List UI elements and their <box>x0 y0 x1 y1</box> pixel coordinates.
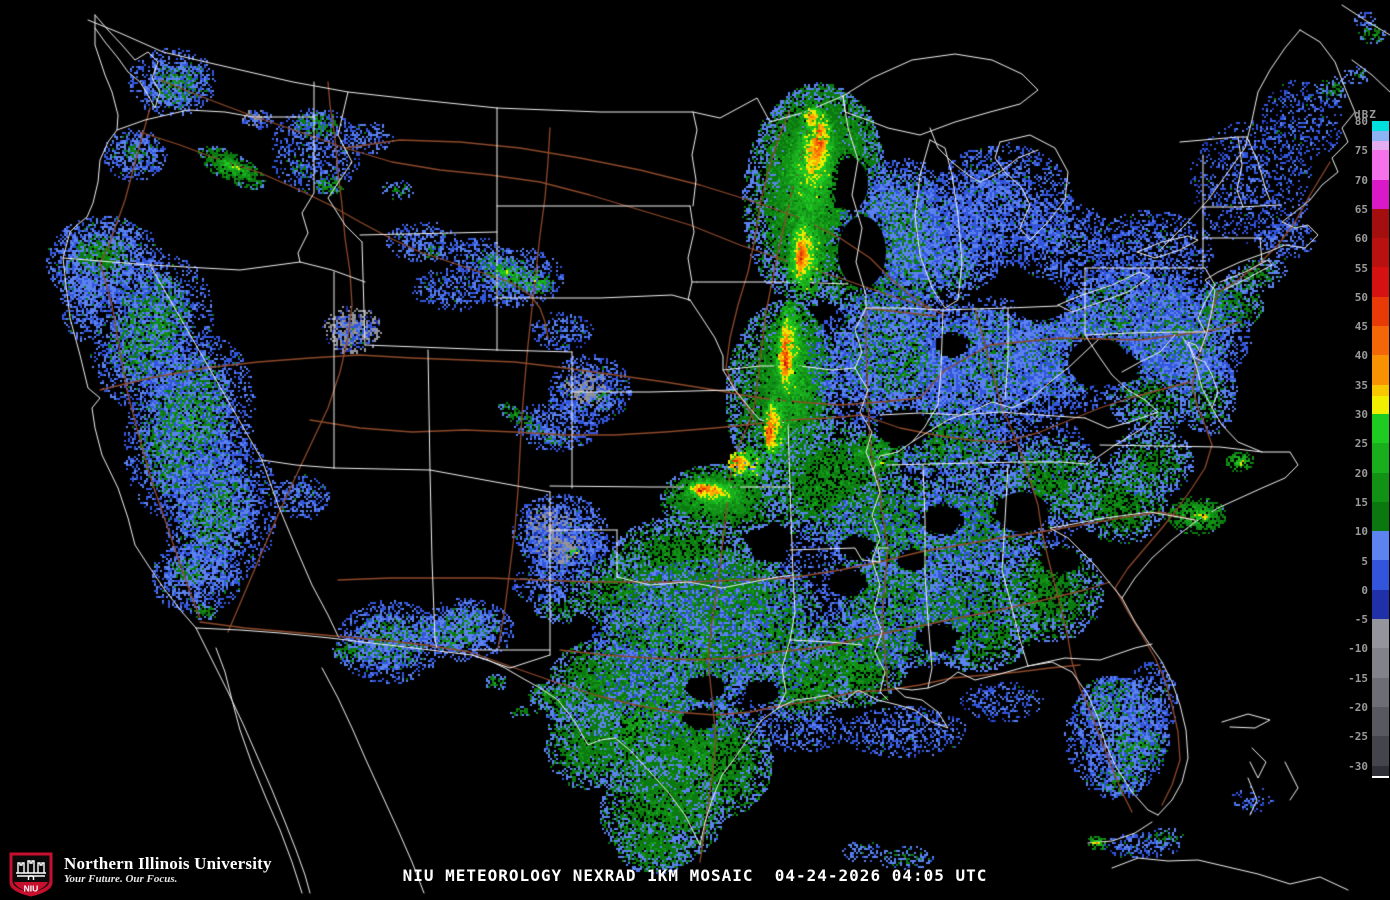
dbz-tick-label: 70 <box>1354 173 1368 187</box>
dbz-colorbar-segment <box>1372 130 1389 141</box>
dbz-tick-label: 5 <box>1361 554 1368 568</box>
dbz-tick-label: 40 <box>1354 349 1368 363</box>
dbz-colorbar-segment <box>1372 619 1389 649</box>
dbz-colorbar-segment <box>1372 326 1389 356</box>
dbz-tick-label: 10 <box>1354 525 1368 539</box>
niu-university-name: Northern Illinois University <box>64 854 272 873</box>
dbz-colorbar-segment <box>1372 765 1389 777</box>
dbz-colorbar-title: dBZ <box>1354 108 1377 121</box>
dbz-tick-label: 15 <box>1354 495 1368 509</box>
dbz-tick-label: -5 <box>1354 613 1368 627</box>
dbz-tick-label: 45 <box>1354 320 1368 334</box>
dbz-tick-label: 60 <box>1354 232 1368 246</box>
niu-logo: NIU Northern Illinois University Your Fu… <box>8 851 272 898</box>
dbz-tick-label: -20 <box>1348 701 1368 714</box>
dbz-tick-label: 35 <box>1354 378 1368 392</box>
dbz-colorbar-segment <box>1372 736 1389 766</box>
dbz-tick-label: 20 <box>1354 466 1368 480</box>
dbz-tick-label: -15 <box>1348 671 1368 685</box>
dbz-tick-label: 30 <box>1354 408 1368 421</box>
dbz-tick-label: 65 <box>1354 202 1368 216</box>
dbz-colorbar-segment <box>1372 501 1389 532</box>
dbz-tick-label: -30 <box>1348 759 1368 773</box>
map-caption: NIU METEOROLOGY NEXRAD 1KM MOSAIC 04-24-… <box>402 866 988 885</box>
dbz-tick-label: -25 <box>1348 730 1368 744</box>
dbz-colorbar-segment <box>1372 413 1389 444</box>
dbz-colorbar-segment <box>1372 589 1389 620</box>
dbz-colorbar-segment <box>1372 179 1389 209</box>
dbz-tick-label: -10 <box>1348 642 1368 656</box>
dbz-colorbar-segment <box>1372 396 1389 414</box>
dbz-colorbar-segment <box>1372 648 1389 678</box>
niu-logo-text: Northern Illinois University Your Future… <box>64 851 272 886</box>
niu-shield-acronym: NIU <box>24 884 39 894</box>
dbz-colorbar-segment <box>1372 238 1389 268</box>
dbz-tick-label: 50 <box>1354 290 1368 304</box>
dbz-colorbar-segment <box>1372 472 1389 502</box>
dbz-colorbar-segment <box>1372 121 1389 131</box>
dbz-tick-label: 55 <box>1354 261 1368 275</box>
dbz-colorbar-segment <box>1372 150 1389 180</box>
dbz-colorbar-segment <box>1372 267 1389 297</box>
dbz-colorbar <box>1372 121 1389 779</box>
dbz-colorbar-segment <box>1372 355 1389 385</box>
dbz-tick-label: 80 <box>1354 115 1368 128</box>
dbz-colorbar-segment <box>1372 296 1389 327</box>
dbz-colorbar-segment <box>1372 384 1389 397</box>
dbz-colorbar-segment <box>1372 140 1389 151</box>
niu-shield-icon: NIU <box>9 852 53 897</box>
dbz-tick-label: 25 <box>1354 437 1368 451</box>
dbz-colorbar-segment <box>1372 560 1389 590</box>
niu-tagline: Your Future. Our Focus. <box>64 873 178 885</box>
dbz-colorbar-segment <box>1372 531 1389 561</box>
dbz-tick-label: 0 <box>1361 583 1368 597</box>
dbz-colorbar-segment <box>1372 208 1389 239</box>
dbz-tick-label: 75 <box>1354 144 1368 158</box>
dbz-colorbar-segment <box>1372 706 1389 737</box>
dbz-colorbar-segment <box>1372 443 1389 473</box>
dbz-colorbar-segment <box>1372 677 1389 707</box>
